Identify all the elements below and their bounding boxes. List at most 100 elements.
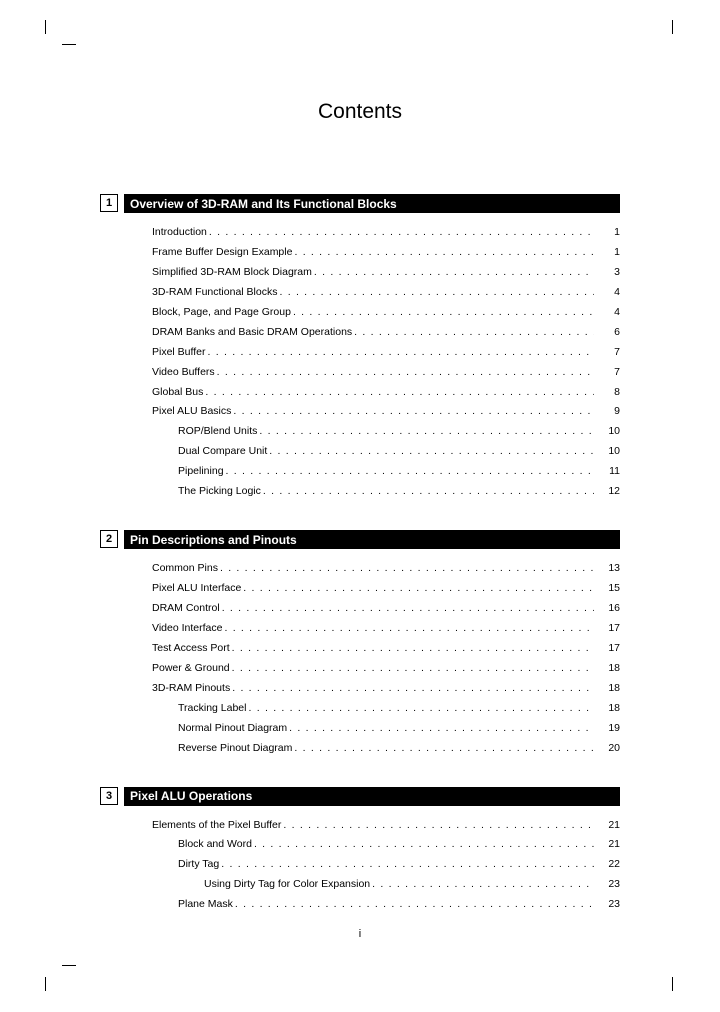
toc-entry-leader: . . . . . . . . . . . . . . . . . . . . … (232, 639, 594, 659)
toc-entry: 3D-RAM Pinouts. . . . . . . . . . . . . … (152, 679, 620, 699)
toc-entry-leader: . . . . . . . . . . . . . . . . . . . . … (372, 875, 594, 895)
chapter-number-box: 3 (100, 787, 118, 805)
toc-entry-leader: . . . . . . . . . . . . . . . . . . . . … (220, 559, 594, 579)
toc-entry: Plane Mask. . . . . . . . . . . . . . . … (152, 895, 620, 915)
toc-entry-page: 1 (596, 243, 620, 263)
section-header: 2Pin Descriptions and Pinouts (100, 530, 620, 549)
toc-entry-page: 13 (596, 559, 620, 579)
toc-entry-label: Elements of the Pixel Buffer (152, 816, 281, 836)
toc-entry: Dual Compare Unit. . . . . . . . . . . .… (152, 442, 620, 462)
toc-entry-page: 7 (596, 343, 620, 363)
toc-entry-label: Block and Word (178, 835, 252, 855)
toc-entry-leader: . . . . . . . . . . . . . . . . . . . . … (217, 363, 594, 383)
toc-entry-label: Video Buffers (152, 363, 215, 383)
toc-entry-label: Pipelining (178, 462, 224, 482)
section-header: 3 Pixel ALU Operations (100, 787, 620, 806)
toc-entry-page: 7 (596, 363, 620, 383)
crop-mark (45, 20, 46, 34)
toc-entry: Pixel ALU Interface. . . . . . . . . . .… (152, 579, 620, 599)
toc-entry: DRAM Banks and Basic DRAM Operations. . … (152, 323, 620, 343)
toc-entry-leader: . . . . . . . . . . . . . . . . . . . . … (233, 402, 594, 422)
toc-entry-leader: . . . . . . . . . . . . . . . . . . . . … (209, 223, 594, 243)
sections-container: 1 Overview of 3D-RAM and Its Functional B… (100, 194, 620, 915)
toc-entry-leader: . . . . . . . . . . . . . . . . . . . . … (226, 462, 594, 482)
toc-entry-page: 3 (596, 263, 620, 283)
toc-entry-label: Normal Pinout Diagram (178, 719, 287, 739)
toc-entry-page: 4 (596, 303, 620, 323)
toc-entry-leader: . . . . . . . . . . . . . . . . . . . . … (294, 739, 594, 759)
toc-entry-page: 10 (596, 442, 620, 462)
toc-entry-leader: . . . . . . . . . . . . . . . . . . . . … (254, 835, 594, 855)
toc-entry: Pipelining. . . . . . . . . . . . . . . … (152, 462, 620, 482)
toc-entries: Introduction. . . . . . . . . . . . . . … (100, 223, 620, 502)
toc-entry-page: 22 (596, 855, 620, 875)
toc-entry-page: 4 (596, 283, 620, 303)
toc-entry-page: 10 (596, 422, 620, 442)
toc-entry: Block and Word. . . . . . . . . . . . . … (152, 835, 620, 855)
toc-entry-label: Block, Page, and Page Group (152, 303, 291, 323)
toc-entry-label: Introduction (152, 223, 207, 243)
toc-entry-label: Video Interface (152, 619, 222, 639)
crop-mark (62, 965, 76, 966)
toc-entry-leader: . . . . . . . . . . . . . . . . . . . . … (289, 719, 594, 739)
toc-entry-page: 9 (596, 402, 620, 422)
toc-entry: Global Bus. . . . . . . . . . . . . . . … (152, 383, 620, 403)
toc-entry-leader: . . . . . . . . . . . . . . . . . . . . … (232, 679, 594, 699)
toc-entry-page: 15 (596, 579, 620, 599)
toc-entry-leader: . . . . . . . . . . . . . . . . . . . . … (208, 343, 595, 363)
toc-entry-label: DRAM Control (152, 599, 220, 619)
toc-entry-leader: . . . . . . . . . . . . . . . . . . . . … (235, 895, 594, 915)
toc-entry: Dirty Tag. . . . . . . . . . . . . . . .… (152, 855, 620, 875)
toc-entry-label: Common Pins (152, 559, 218, 579)
toc-entry-leader: . . . . . . . . . . . . . . . . . . . . … (232, 659, 594, 679)
chapter-title-bar: Overview of 3D-RAM and Its Functional Bl… (124, 194, 620, 213)
toc-entry-page: 6 (596, 323, 620, 343)
toc-section: 3 Pixel ALU Operations Elements of the Pix… (100, 787, 620, 916)
toc-entry: Test Access Port. . . . . . . . . . . . … (152, 639, 620, 659)
toc-entry-leader: . . . . . . . . . . . . . . . . . . . . … (279, 283, 594, 303)
chapter-number-box: 1 (100, 194, 118, 212)
toc-entry-leader: . . . . . . . . . . . . . . . . . . . . … (205, 383, 594, 403)
toc-entry-page: 8 (596, 383, 620, 403)
toc-entry-page: 11 (596, 462, 620, 482)
toc-entry: Introduction. . . . . . . . . . . . . . … (152, 223, 620, 243)
toc-entry-label: Pixel ALU Interface (152, 579, 241, 599)
toc-entry-page: 20 (596, 739, 620, 759)
toc-entry-leader: . . . . . . . . . . . . . . . . . . . . … (263, 482, 594, 502)
toc-entry-leader: . . . . . . . . . . . . . . . . . . . . … (221, 855, 594, 875)
toc-entry-leader: . . . . . . . . . . . . . . . . . . . . … (248, 699, 594, 719)
toc-entry-label: Frame Buffer Design Example (152, 243, 292, 263)
toc-entry: Video Buffers. . . . . . . . . . . . . .… (152, 363, 620, 383)
toc-entry-leader: . . . . . . . . . . . . . . . . . . . . … (314, 263, 594, 283)
toc-entry-page: 21 (596, 835, 620, 855)
page-number: i (0, 928, 720, 940)
toc-page: Contents 1Overview of 3D-RAM and Its Fun… (100, 100, 620, 943)
toc-entry-leader: . . . . . . . . . . . . . . . . . . . . … (259, 422, 594, 442)
toc-entry: Pixel Buffer. . . . . . . . . . . . . . … (152, 343, 620, 363)
toc-entry: Normal Pinout Diagram. . . . . . . . . .… (152, 719, 620, 739)
toc-entry-page: 16 (596, 599, 620, 619)
toc-entry: Power & Ground. . . . . . . . . . . . . … (152, 659, 620, 679)
toc-section: 1 Overview of 3D-RAM and Its Functional B… (100, 194, 620, 502)
toc-entry-label: ROP/Blend Units (178, 422, 257, 442)
chapter-title-bar: Pixel ALU Operations (124, 787, 620, 806)
crop-mark (672, 20, 673, 34)
toc-entry-leader: . . . . . . . . . . . . . . . . . . . . … (224, 619, 594, 639)
section-header: 1 Overview of 3D-RAM and Its Functional B… (100, 194, 620, 213)
toc-entry: Pixel ALU Basics. . . . . . . . . . . . … (152, 402, 620, 422)
toc-entry: Video Interface. . . . . . . . . . . . .… (152, 619, 620, 639)
toc-entry-page: 23 (596, 895, 620, 915)
toc-entry-leader: . . . . . . . . . . . . . . . . . . . . … (269, 442, 594, 462)
toc-entry-label: Tracking Label (178, 699, 246, 719)
toc-entry-page: 21 (596, 816, 620, 836)
toc-entry-label: DRAM Banks and Basic DRAM Operations (152, 323, 352, 343)
toc-section: 2Pin Descriptions and Pinouts Common Pins… (100, 530, 620, 758)
crop-mark (45, 977, 46, 991)
toc-entry-page: 18 (596, 679, 620, 699)
toc-entry-label: Simplified 3D-RAM Block Diagram (152, 263, 312, 283)
toc-entry-label: Power & Ground (152, 659, 230, 679)
toc-entry: 3D-RAM Functional Blocks. . . . . . . . … (152, 283, 620, 303)
toc-entry-page: 17 (596, 639, 620, 659)
toc-entry: Using Dirty Tag for Color Expansion. . .… (152, 875, 620, 895)
toc-entry-page: 18 (596, 699, 620, 719)
